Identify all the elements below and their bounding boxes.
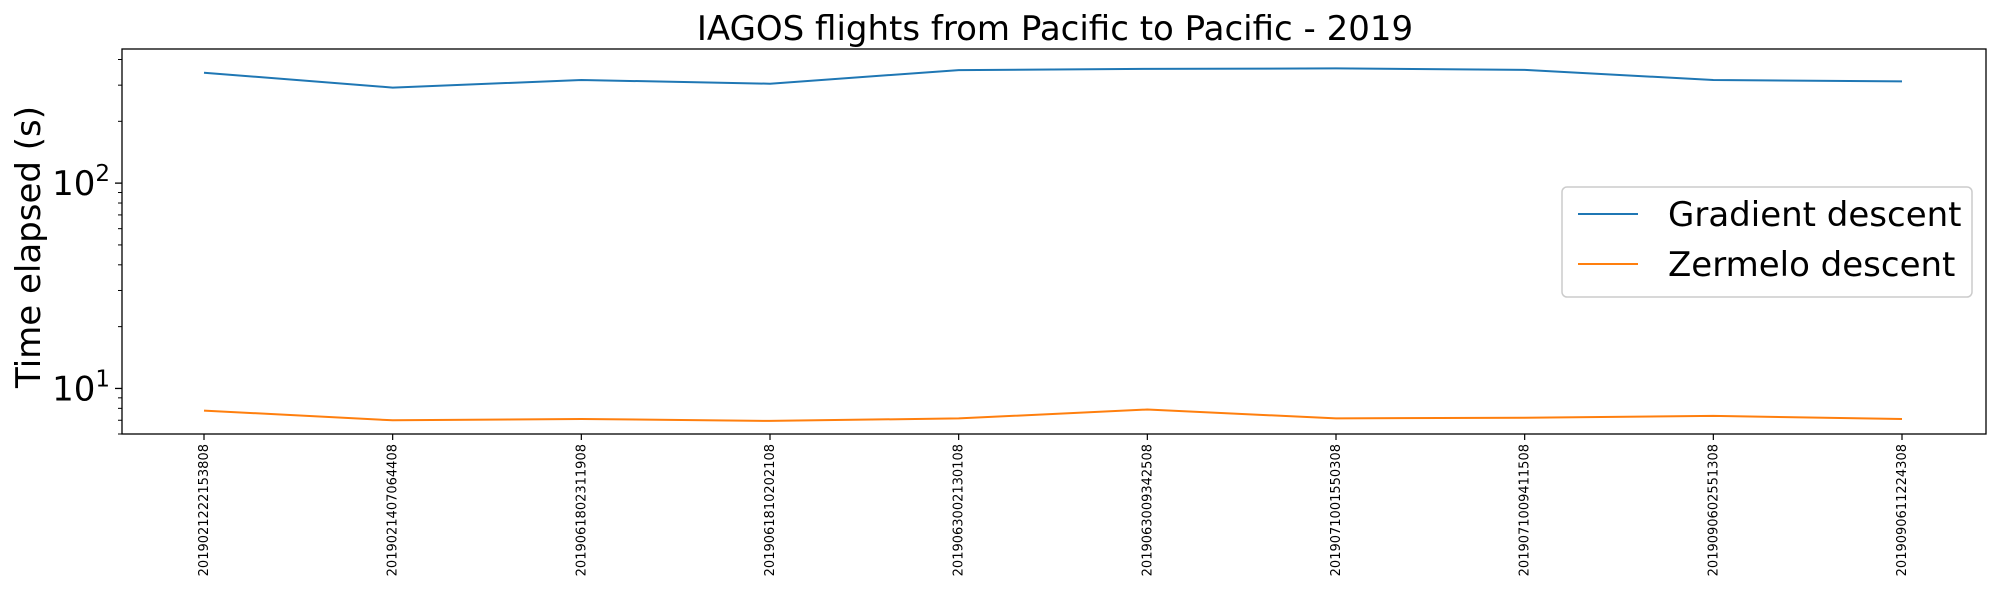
x-tick-label: 2019021407064408 bbox=[386, 444, 401, 576]
x-tick-label: 2019090602551308 bbox=[1706, 444, 1721, 576]
series-line-1 bbox=[203, 408, 1903, 422]
plot-area bbox=[121, 48, 1987, 435]
x-tick-label: 2019071001550308 bbox=[1329, 444, 1344, 576]
x-tick-label: 2019063002130108 bbox=[952, 444, 967, 576]
y-tick-label: 102 bbox=[52, 161, 110, 204]
legend-box bbox=[1561, 186, 1973, 298]
legend-label-zermelo: Zermelo descent bbox=[1668, 245, 1955, 285]
legend: Gradient descent Zermelo descent bbox=[1561, 186, 1973, 298]
x-tick-label: 2019061810202108 bbox=[763, 444, 778, 576]
series-line-0 bbox=[203, 67, 1903, 89]
x-tick-label: 2019071009411508 bbox=[1518, 444, 1533, 576]
series-lines bbox=[203, 67, 1903, 422]
legend-label-gradient: Gradient descent bbox=[1668, 195, 1962, 235]
x-tick-label: 2019063009342508 bbox=[1140, 444, 1155, 576]
y-axis-label: Time elapsed (s) bbox=[9, 106, 49, 389]
x-tick-label: 2019061802311908 bbox=[574, 444, 589, 576]
y-axis: 101 102 bbox=[52, 59, 122, 435]
y-tick-label: 101 bbox=[52, 366, 110, 409]
x-tick-label: 2019021222153808 bbox=[197, 444, 212, 576]
chart-title: IAGOS flights from Pacific to Pacific - … bbox=[697, 9, 1413, 49]
x-tick-label: 2019090611224308 bbox=[1895, 444, 1910, 576]
x-axis: 2019021222153808 2019021407064408 20190618… bbox=[197, 434, 1910, 576]
